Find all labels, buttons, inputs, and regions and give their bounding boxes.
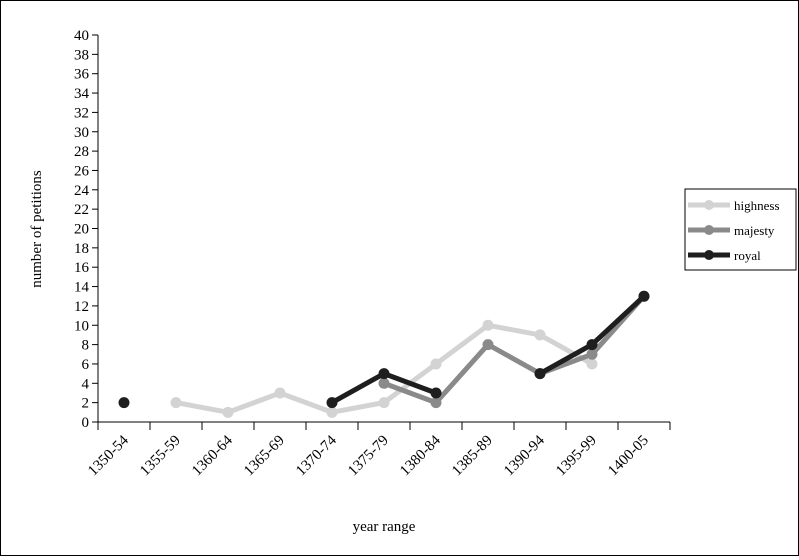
y-tick-label: 32 [74,105,89,121]
series-royal [118,290,650,409]
x-tick-label: 1360-64 [189,432,236,479]
y-tick-label: 10 [74,318,89,334]
data-point-highness [170,397,182,409]
x-tick-label: 1370-74 [293,432,340,479]
data-point-highness [378,397,390,409]
y-tick-label: 8 [82,338,90,354]
data-point-royal [430,387,442,399]
data-point-majesty [586,348,598,360]
y-tick-label: 40 [74,28,89,44]
data-point-royal [378,368,390,380]
x-axis-title: year range [353,519,416,535]
x-tick-label: 1365-69 [241,433,288,480]
legend-label-royal: royal [734,248,761,263]
y-tick-label: 4 [82,376,90,392]
y-tick-label: 22 [74,202,89,218]
data-point-highness [534,329,546,341]
y-tick-label: 18 [74,241,89,257]
y-tick-label: 20 [74,222,89,238]
y-tick-label: 28 [74,144,89,160]
data-point-royal [586,339,598,351]
series-highness [170,319,598,418]
y-tick-label: 16 [74,260,90,276]
data-point-highness [274,387,286,399]
data-point-highness [430,358,442,370]
series-layer [118,290,650,418]
legend: highness majesty royal [684,188,797,271]
x-tick-label: 1385-89 [449,433,496,480]
x-tick-label: 1390-94 [501,432,548,479]
y-tick-label: 34 [74,86,90,102]
y-tick-label: 12 [74,299,89,315]
data-point-highness [482,319,494,331]
data-point-royal [326,397,338,409]
y-axis-title: number of petitions [29,170,45,288]
y-tick-label: 30 [74,125,89,141]
x-tick-label: 1375-79 [345,433,392,480]
x-tick-label: 1355-59 [137,433,184,480]
y-tick-label: 14 [74,280,90,296]
data-point-highness [586,358,598,370]
x-tick-label: 1350-54 [85,432,132,479]
data-point-royal [638,290,650,302]
y-tick-label: 26 [74,163,90,179]
data-point-royal [534,368,546,380]
x-tick-label: 1395-99 [553,433,600,480]
y-tick-label: 38 [74,47,89,63]
data-point-majesty [430,397,442,409]
y-tick-label: 0 [82,415,90,431]
legend-swatch-marker-highness [704,200,714,210]
legend-swatch-marker-royal [704,250,714,260]
series-line-majesty [383,294,646,406]
y-tick-label: 36 [74,67,90,83]
y-tick-label: 6 [82,357,90,373]
x-tick-label: 1400-05 [605,433,652,480]
y-tick-label: 2 [82,396,90,412]
data-point-royal [118,397,130,409]
series-majesty [378,290,650,409]
legend-label-highness: highness [734,198,780,213]
y-tick-label: 24 [74,183,90,199]
data-point-highness [326,406,338,418]
data-point-majesty [378,377,390,389]
data-point-highness [222,406,234,418]
legend-swatch-marker-majesty [704,225,714,235]
data-point-majesty [482,339,494,351]
x-tick-label: 1380-84 [397,432,444,479]
axes: 0246810121416182022242628303234363840135… [74,28,671,480]
legend-label-majesty: majesty [734,223,775,238]
